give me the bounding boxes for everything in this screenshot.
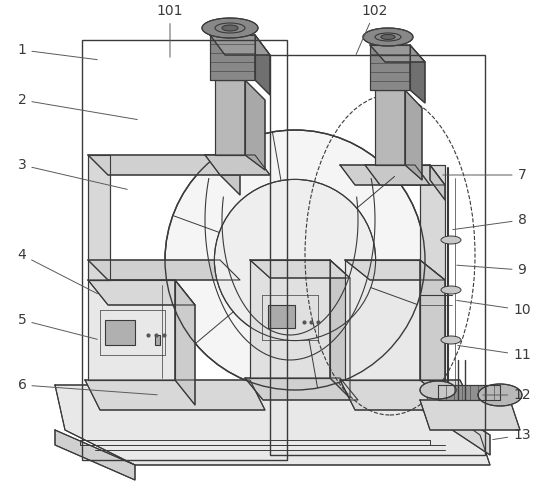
Polygon shape: [210, 35, 255, 80]
Polygon shape: [245, 378, 358, 400]
Polygon shape: [210, 35, 270, 55]
Polygon shape: [205, 155, 270, 175]
Ellipse shape: [202, 18, 258, 38]
Polygon shape: [365, 165, 430, 185]
Ellipse shape: [478, 384, 522, 406]
Polygon shape: [215, 80, 245, 155]
Text: 102: 102: [356, 4, 388, 54]
Ellipse shape: [222, 25, 238, 31]
Polygon shape: [438, 385, 500, 400]
Text: 1: 1: [17, 43, 97, 60]
Bar: [82, 40, 287, 460]
Ellipse shape: [441, 236, 461, 244]
Text: 101: 101: [157, 4, 183, 57]
Text: 10: 10: [457, 300, 531, 317]
Polygon shape: [420, 400, 520, 430]
Polygon shape: [250, 260, 350, 278]
Bar: [270, 55, 485, 455]
Ellipse shape: [363, 28, 413, 46]
Ellipse shape: [441, 336, 461, 344]
Polygon shape: [55, 385, 490, 465]
Text: 7: 7: [443, 168, 526, 182]
Polygon shape: [55, 430, 135, 480]
Polygon shape: [330, 260, 350, 398]
Polygon shape: [88, 280, 195, 305]
Polygon shape: [430, 165, 445, 200]
Polygon shape: [88, 260, 240, 280]
Polygon shape: [155, 335, 160, 345]
Polygon shape: [340, 165, 445, 185]
Text: 13: 13: [493, 428, 531, 442]
Text: 8: 8: [453, 213, 526, 230]
Polygon shape: [340, 380, 475, 410]
Text: 5: 5: [17, 313, 97, 339]
Text: 3: 3: [17, 158, 127, 190]
Polygon shape: [88, 155, 240, 175]
Text: 9: 9: [457, 263, 526, 277]
Polygon shape: [88, 280, 175, 380]
Polygon shape: [345, 260, 420, 380]
Text: 2: 2: [17, 93, 137, 120]
Polygon shape: [105, 320, 135, 345]
Polygon shape: [375, 90, 405, 165]
Ellipse shape: [381, 34, 395, 39]
Polygon shape: [405, 90, 422, 180]
Ellipse shape: [165, 130, 425, 390]
Text: 6: 6: [17, 378, 157, 395]
Polygon shape: [410, 385, 490, 455]
Polygon shape: [88, 155, 110, 280]
Polygon shape: [85, 380, 265, 410]
Polygon shape: [268, 305, 295, 328]
Ellipse shape: [420, 381, 456, 399]
Polygon shape: [175, 280, 195, 405]
Ellipse shape: [214, 180, 376, 341]
Polygon shape: [245, 80, 265, 170]
Polygon shape: [370, 45, 425, 62]
Polygon shape: [420, 260, 445, 400]
Polygon shape: [255, 35, 270, 95]
Text: 4: 4: [17, 248, 98, 294]
Polygon shape: [250, 260, 330, 378]
Ellipse shape: [441, 286, 461, 294]
Polygon shape: [410, 45, 425, 103]
Polygon shape: [420, 165, 445, 380]
Polygon shape: [345, 260, 445, 280]
Polygon shape: [220, 155, 240, 195]
Text: 11: 11: [458, 345, 531, 362]
Polygon shape: [370, 45, 410, 90]
Text: 12: 12: [483, 388, 531, 402]
